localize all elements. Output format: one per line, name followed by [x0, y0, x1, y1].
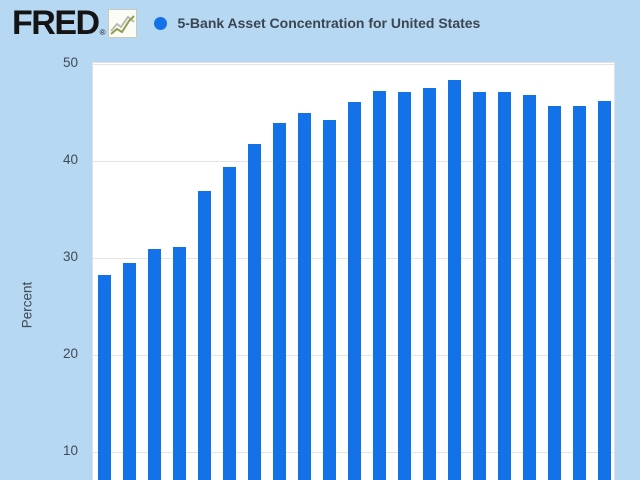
bar-10 [323, 120, 336, 480]
chart-header: FRED ® 5-Bank Asset Concentration for Un… [12, 0, 480, 46]
bar-19 [548, 105, 561, 480]
y-tick-40: 40 [62, 152, 78, 167]
bar-13 [398, 92, 411, 480]
bar-6 [223, 166, 236, 480]
bar-20 [573, 105, 586, 480]
fred-logo-text: FRED [12, 4, 100, 42]
bar-9 [298, 112, 311, 480]
bar-5 [198, 191, 211, 480]
fred-logo: FRED ® [12, 4, 138, 42]
legend-marker-dot [154, 16, 168, 30]
fred-sparkline-icon [108, 9, 138, 38]
bar-1 [98, 275, 111, 480]
y-axis-title: Percent [19, 281, 35, 329]
bar-8 [273, 123, 286, 480]
bar-12 [373, 91, 386, 480]
bar-14 [423, 88, 436, 480]
registered-trademark-icon: ® [99, 28, 106, 37]
bar-2 [123, 262, 136, 480]
bar-18 [523, 95, 536, 480]
bar-17 [498, 92, 511, 480]
bar-16 [473, 92, 486, 480]
y-tick-20: 20 [62, 346, 78, 361]
series-title: 5-Bank Asset Concentration for United St… [177, 15, 481, 31]
bar-11 [348, 101, 361, 480]
y-tick-30: 30 [62, 249, 78, 264]
y-tick-10: 10 [62, 443, 78, 458]
bar-15 [448, 80, 461, 480]
bar-4 [173, 247, 186, 480]
y-tick-50: 50 [62, 55, 78, 70]
gridline-50 [93, 64, 614, 65]
plot-area [92, 62, 615, 480]
bar-21 [598, 100, 611, 480]
bar-7 [248, 143, 261, 480]
bar-3 [148, 249, 161, 480]
